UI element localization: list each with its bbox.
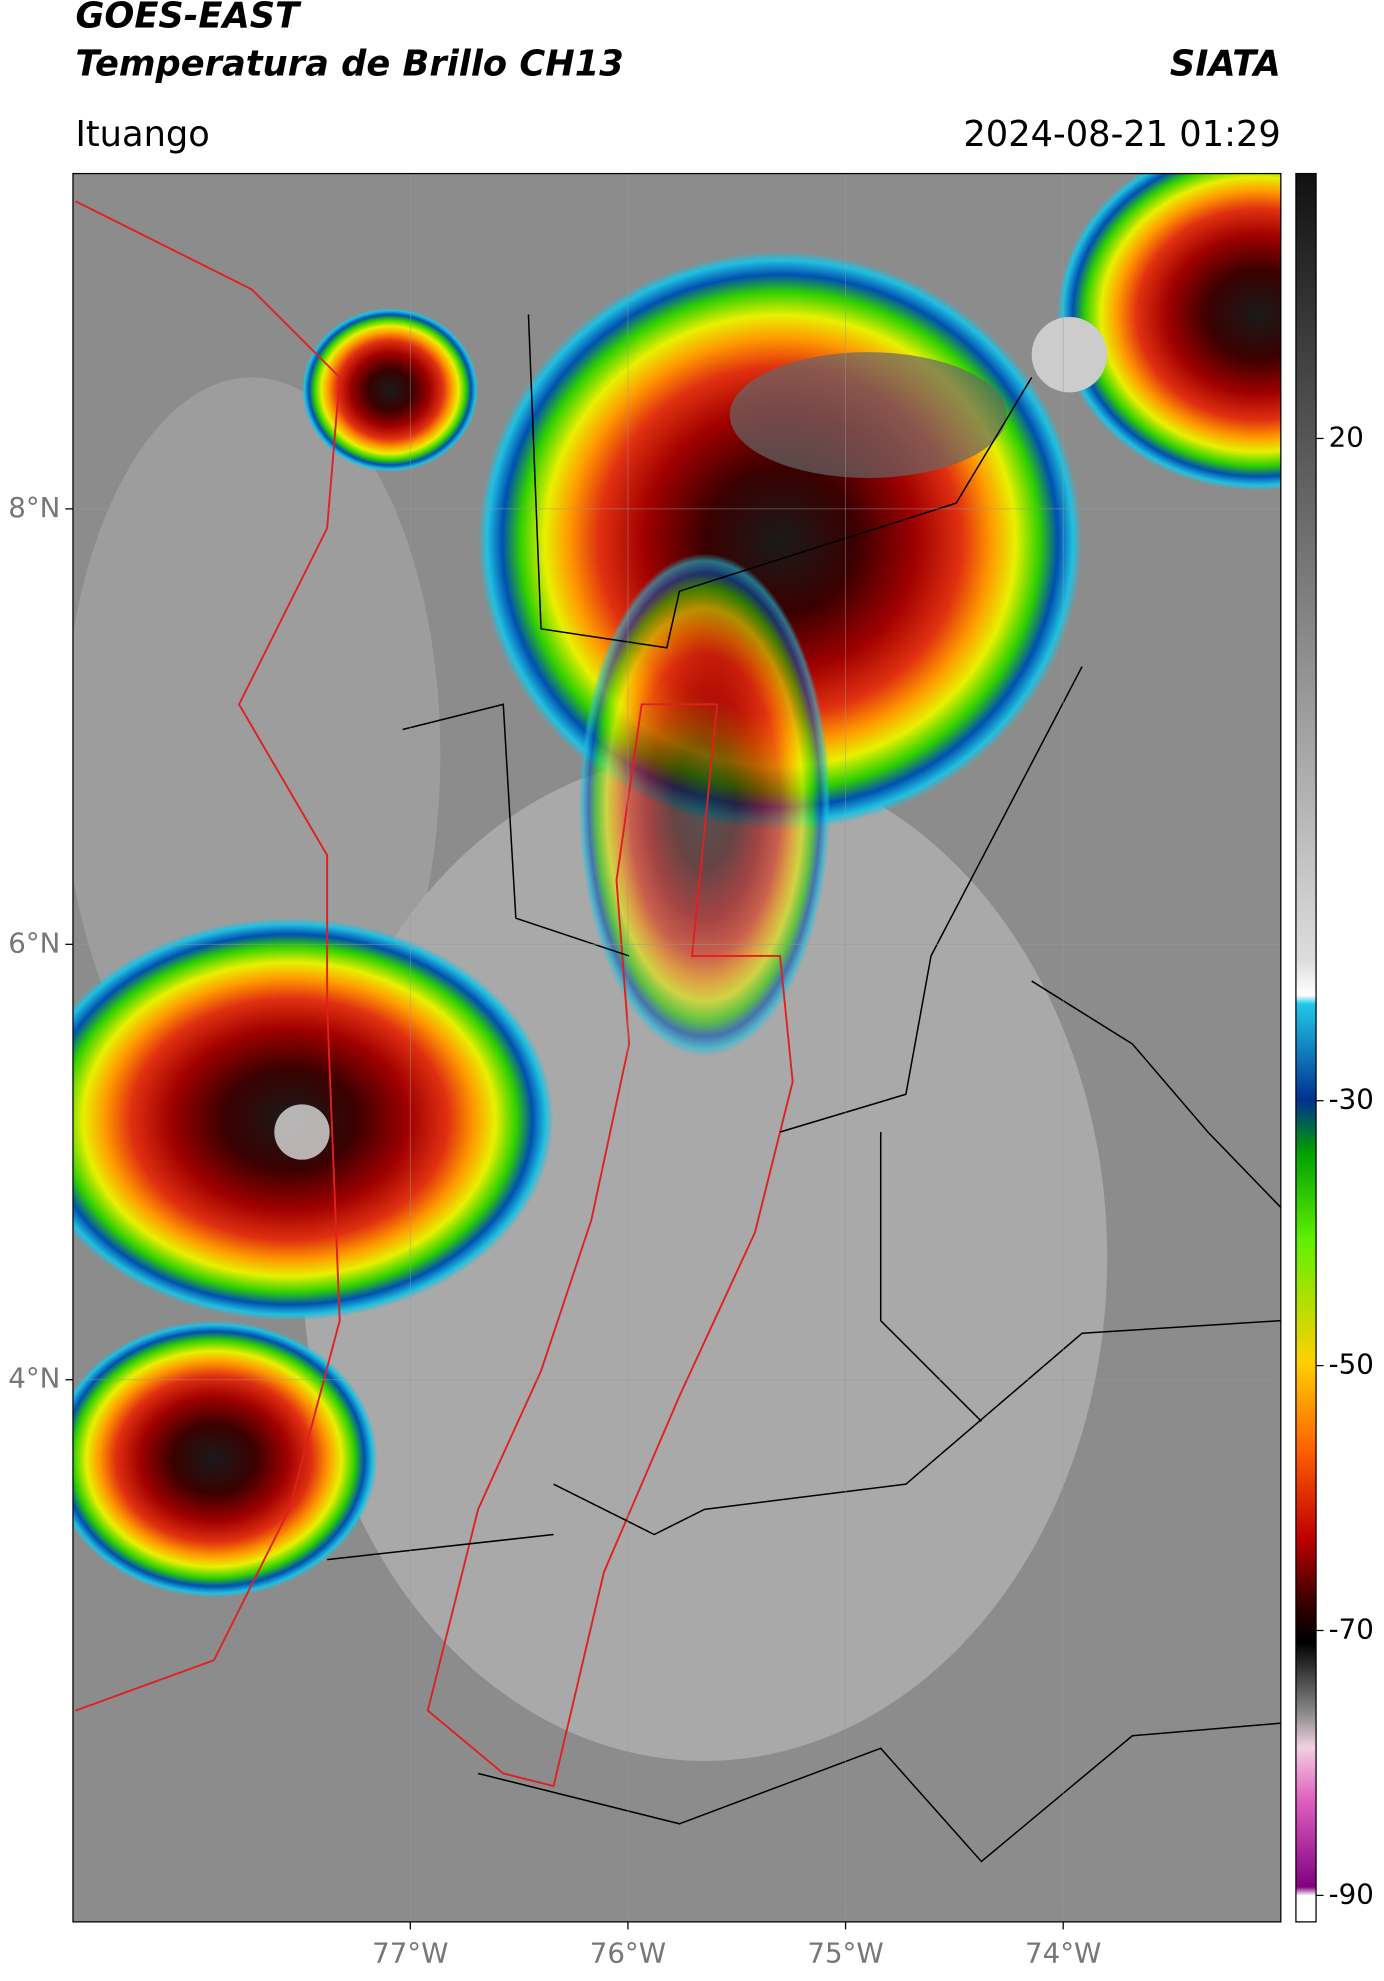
subtitle: Temperatura de Brillo CH13	[75, 43, 623, 84]
x-tick-label: 77°W	[372, 1937, 448, 1970]
colorbar	[1295, 172, 1317, 1923]
colorbar-tick-label: 20	[1329, 420, 1364, 453]
colorbar-tick-label: -30	[1329, 1083, 1374, 1116]
colorbar-tick-label: -90	[1329, 1877, 1374, 1910]
title: GOES-EAST	[75, 0, 302, 37]
map-frame	[72, 172, 1282, 1923]
colorbar-tick-label: -70	[1329, 1613, 1374, 1646]
source: SIATA	[1170, 43, 1281, 84]
y-tick-label: 4°N	[8, 1362, 60, 1395]
y-tick-label: 6°N	[8, 926, 60, 959]
x-tick-label: 76°W	[590, 1937, 666, 1970]
satellite-image	[72, 173, 1281, 1922]
colorbar-tick-label: -50	[1329, 1348, 1374, 1381]
y-tick-label: 8°N	[8, 491, 60, 524]
x-tick-label: 75°W	[807, 1937, 883, 1970]
location: Ituango	[75, 114, 209, 155]
datetime: 2024-08-21 01:29	[963, 114, 1280, 155]
x-tick-label: 74°W	[1025, 1937, 1101, 1970]
